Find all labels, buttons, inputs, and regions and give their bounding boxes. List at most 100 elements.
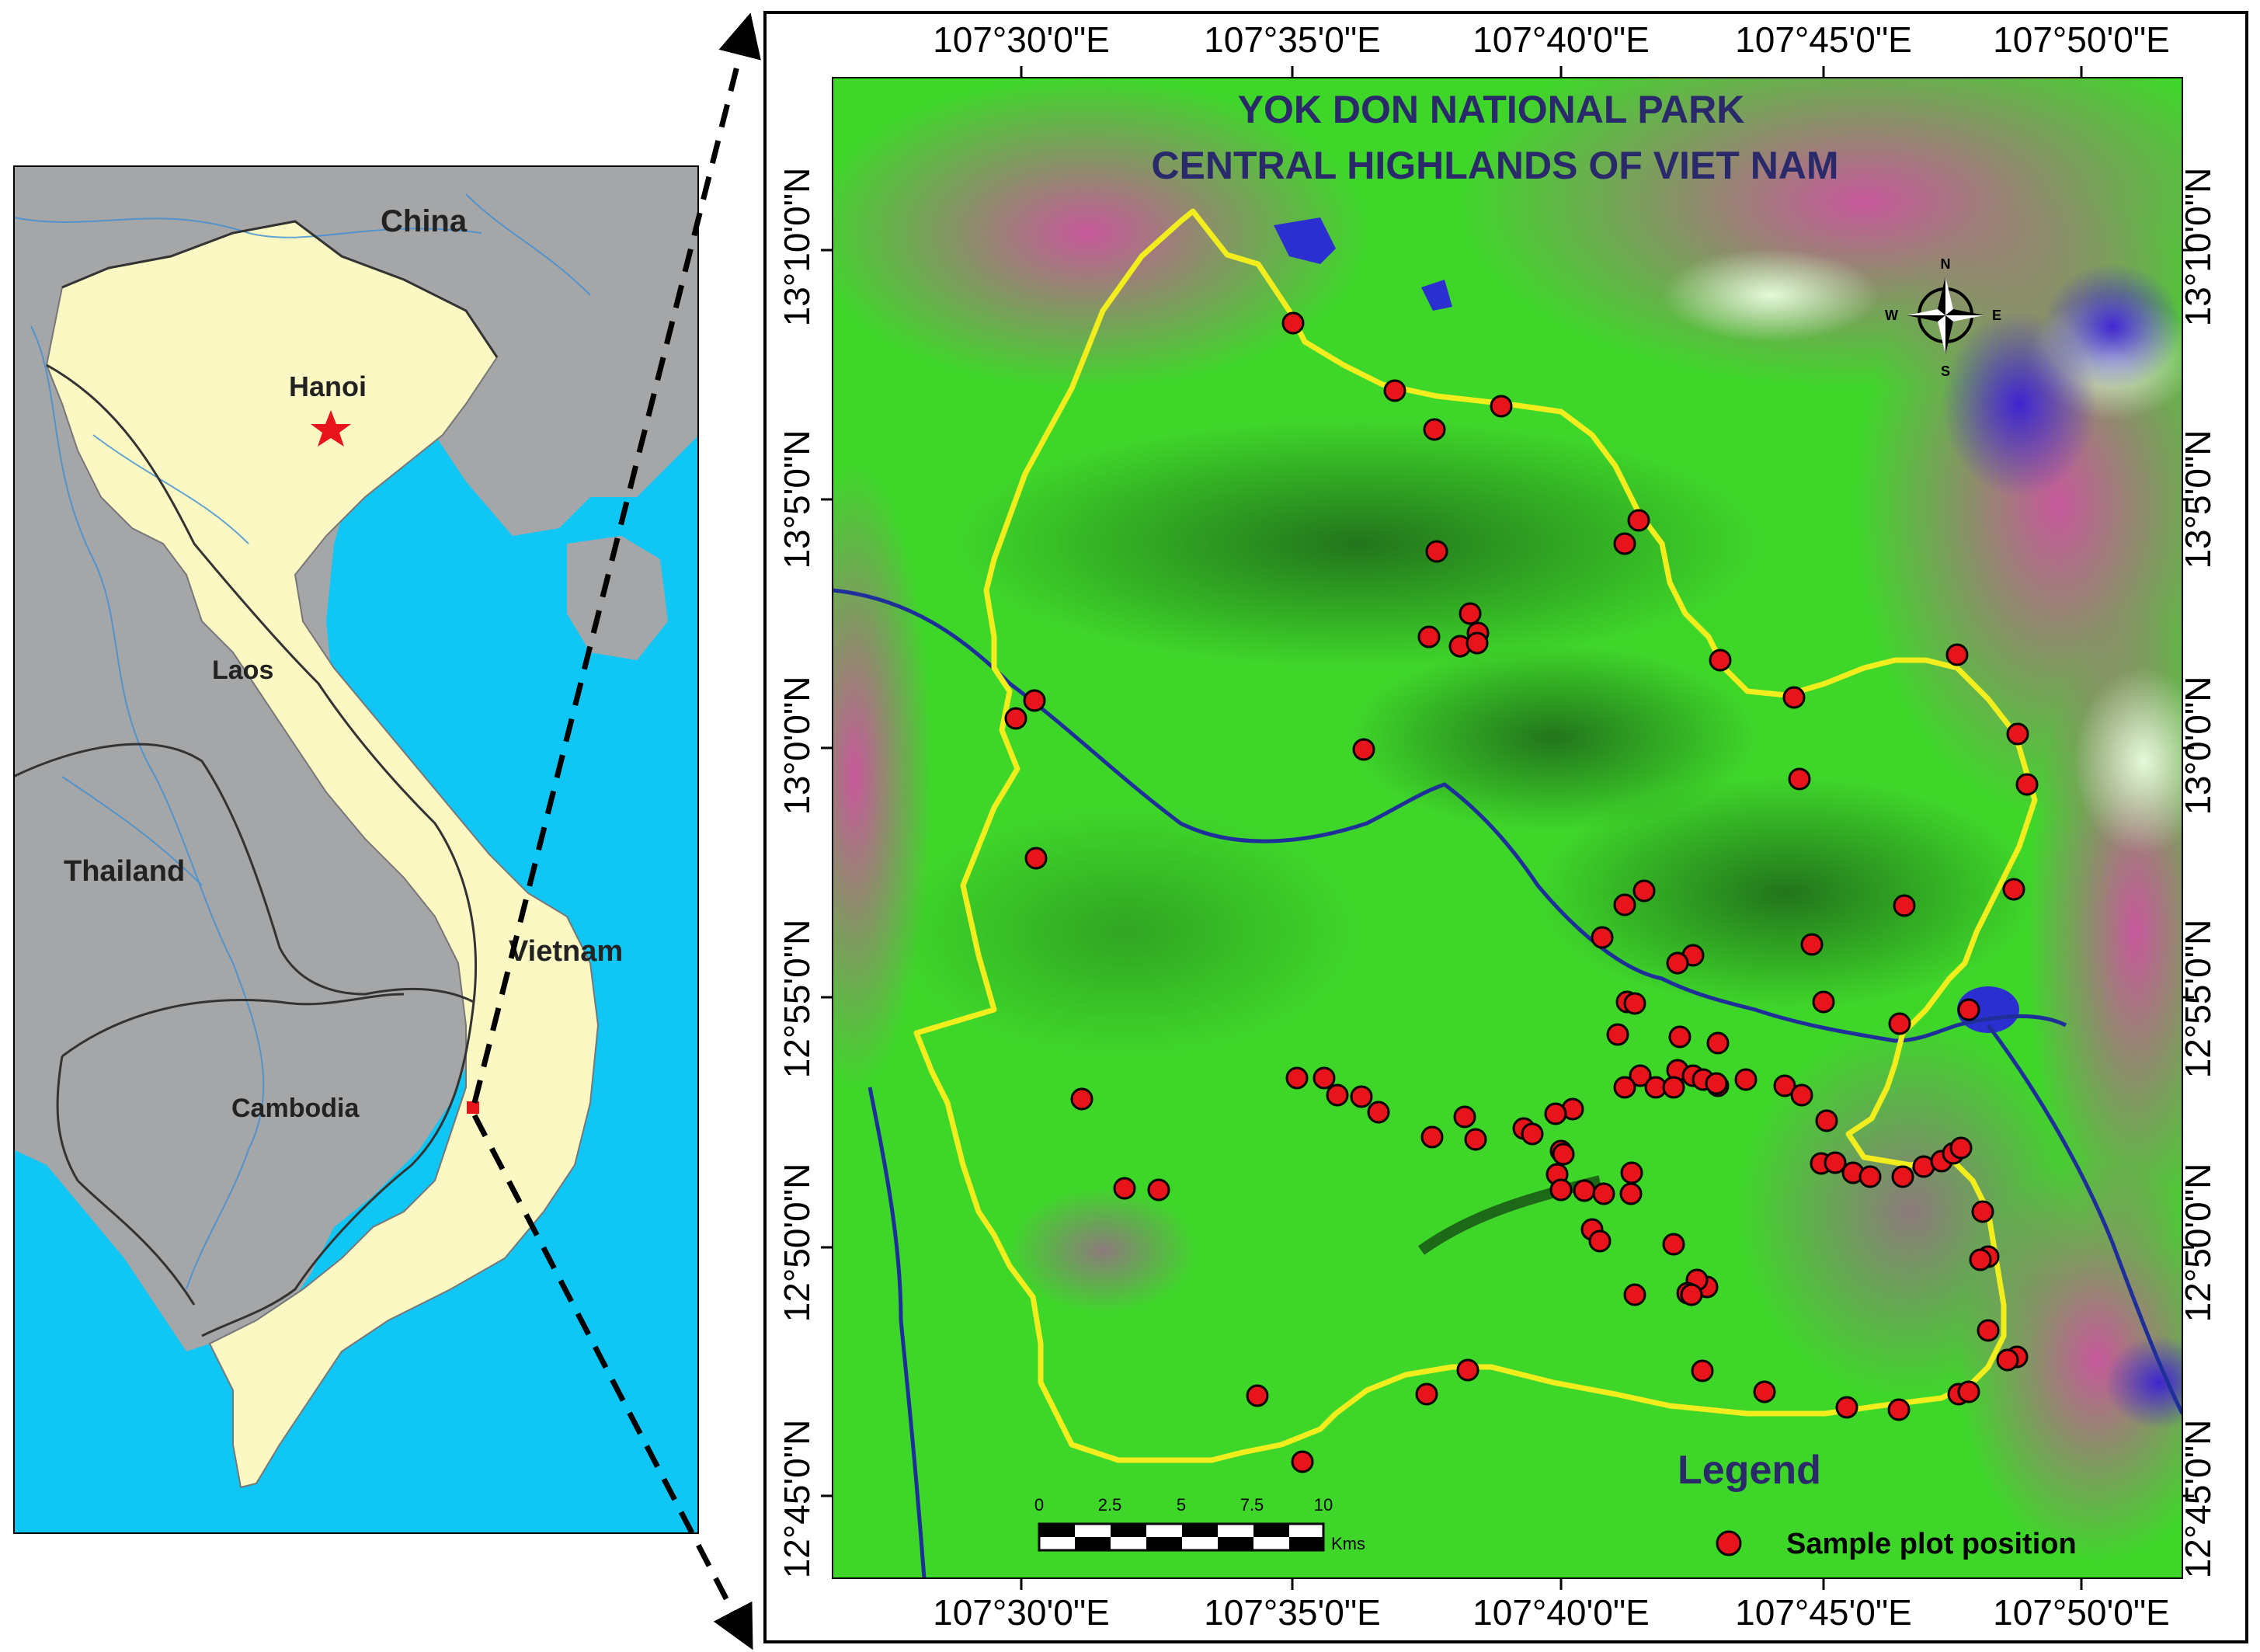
vietnam-land (45, 220, 600, 1489)
svg-text:12°45'0"N: 12°45'0"N (777, 1420, 817, 1579)
longitude-labels-bottom: 107°30'0"E 107°35'0"E 107°40'0"E 107°45'… (933, 1592, 2170, 1633)
label-thailand: Thailand (64, 855, 185, 888)
sample-plot-marker (1552, 1142, 1575, 1166)
sample-plot-marker (1680, 1283, 1703, 1306)
sample-plot-marker (1893, 894, 1916, 917)
sample-plot-marker (1367, 1101, 1390, 1124)
label-china: China (381, 204, 468, 238)
overview-rivers (13, 193, 591, 1290)
sample-plot-marker (1815, 1109, 1838, 1132)
sample-plot-marker (1957, 998, 1980, 1021)
legend-item-sample-plot: Sample plot position (1786, 1528, 2077, 1560)
sample-plot-marker (1281, 311, 1305, 335)
connector-lines (471, 12, 761, 1650)
satellite-frame (832, 77, 2183, 1579)
sample-plot-marker (1464, 1128, 1487, 1151)
sample-plot-marker (1246, 1384, 1269, 1407)
svg-text:12°50'0"N: 12°50'0"N (777, 1163, 817, 1323)
svg-text:S: S (1941, 363, 1950, 379)
svg-text:107°35'0"E: 107°35'0"E (1204, 1592, 1381, 1633)
sample-plot-marker (1858, 1165, 1882, 1188)
svg-text:13°10'0"N: 13°10'0"N (2178, 168, 2218, 327)
label-laos: Laos (212, 656, 273, 685)
sample-plot-marker (1350, 1085, 1373, 1108)
sample-plot-marker (1592, 1182, 1615, 1205)
sample-plot-marker (1969, 1248, 1992, 1271)
svg-text:13°5'0"N: 13°5'0"N (777, 430, 817, 569)
sample-plot-marker (1415, 1382, 1438, 1406)
scale-bar: 0 2.5 5 7.5 10 Kms (1034, 1495, 1365, 1553)
sample-plot-marker (1466, 631, 1489, 655)
sample-plot-marker (1662, 1233, 1685, 1256)
latitude-labels-left: 13°10'0"N 13°5'0"N 13°0'0"N 12°55'0"N 12… (777, 168, 817, 1579)
sample-plot-marker (1666, 951, 1689, 975)
sample-plot-marker (1790, 1083, 1813, 1107)
svg-text:12°55'0"N: 12°55'0"N (2178, 920, 2218, 1079)
sample-plot-marker (1549, 1178, 1573, 1202)
sample-plot-marker (1490, 395, 1513, 418)
overview-borders (13, 220, 499, 1337)
sample-plot-marker (1709, 649, 1732, 672)
sample-plot-marker (1588, 1229, 1612, 1253)
sample-plot-marker (1782, 686, 1806, 709)
overview-map (13, 165, 699, 1534)
svg-text:0: 0 (1034, 1495, 1044, 1515)
svg-text:12°45'0"N: 12°45'0"N (2178, 1420, 2218, 1579)
svg-text:W: W (1885, 308, 1898, 323)
map-title-line1: YOK DON NATIONAL PARK (1238, 88, 1745, 131)
sample-plot-marker (1662, 1076, 1685, 1099)
sample-plot-marker (1812, 990, 1835, 1014)
sample-plot-marker (1753, 1380, 1776, 1403)
svg-text:107°40'0"E: 107°40'0"E (1472, 1592, 1650, 1633)
sample-plot-marker (1417, 625, 1441, 649)
sample-plot-marker (2002, 878, 2025, 901)
svg-text:107°40'0"E: 107°40'0"E (1472, 19, 1650, 60)
sample-plot-marker (1613, 532, 1636, 555)
legend-marker-icon (1716, 1530, 1742, 1556)
sample-plot-marker (1949, 1136, 1973, 1160)
sample-plot-marker (1887, 1398, 1911, 1421)
sample-plot-marker (1423, 418, 1446, 441)
sample-plot-marker (1453, 1105, 1476, 1129)
sample-plot-marker (1971, 1200, 1994, 1223)
label-hanoi: Hanoi (289, 370, 367, 402)
sample-plots (1004, 311, 2039, 1473)
svg-text:107°50'0"E: 107°50'0"E (1993, 19, 2170, 60)
svg-text:N: N (1941, 256, 1951, 272)
svg-text:10: 10 (1314, 1495, 1333, 1515)
capital-star-icon (311, 410, 351, 447)
sample-plot-marker (1627, 509, 1650, 532)
sample-plot-marker (1977, 1319, 2000, 1342)
label-cambodia: Cambodia (231, 1094, 360, 1123)
sample-plot-marker (2015, 773, 2039, 796)
gulf-of-thailand (13, 1149, 233, 1534)
svg-text:E: E (1992, 308, 2001, 323)
map-title-line2: CENTRAL HIGHLANDS OF VIET NAM (1151, 144, 1838, 187)
sample-plot-marker (1004, 707, 1027, 730)
svg-text:5: 5 (1177, 1495, 1186, 1515)
study-area-marker (467, 1101, 479, 1114)
sample-plot-marker (1459, 602, 1482, 625)
rivers (833, 588, 2182, 1578)
sample-plot-marker (1945, 643, 1969, 666)
sample-plot-marker (1957, 1380, 1980, 1403)
sample-plot-marker (1788, 767, 1811, 791)
svg-text:107°50'0"E: 107°50'0"E (1993, 1592, 2170, 1633)
satellite-image (833, 78, 2182, 1578)
sample-plot-marker (1352, 738, 1375, 761)
svg-text:13°0'0"N: 13°0'0"N (777, 676, 817, 815)
sample-plot-marker (1891, 1165, 1914, 1188)
svg-text:13°10'0"N: 13°10'0"N (777, 168, 817, 327)
sample-plot-marker (1619, 1182, 1643, 1205)
sample-plot-marker (1425, 540, 1448, 563)
sample-plot-marker (1691, 1359, 1714, 1382)
sample-plot-marker (1620, 1161, 1643, 1184)
graticule-ticks (821, 66, 2194, 1590)
sample-plot-marker (1668, 1025, 1692, 1049)
sample-plot-marker (1313, 1066, 1336, 1090)
sample-plot-marker (1024, 847, 1048, 870)
label-vietnam: Vietnam (509, 935, 623, 968)
sample-plot-marker (2006, 722, 2029, 746)
north-arrow-icon: N S E W (1885, 256, 2001, 379)
